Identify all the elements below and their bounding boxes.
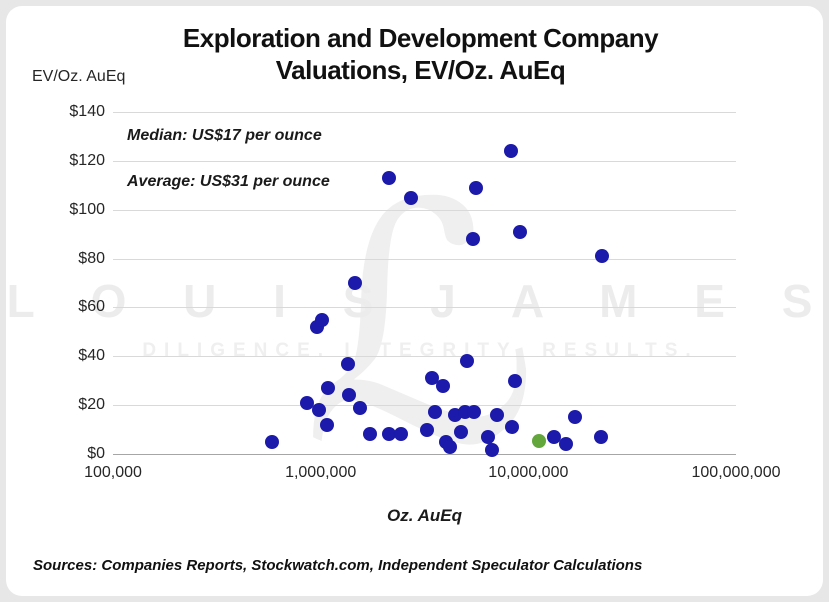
median-annotation: Median: US$17 per ounce <box>127 127 322 144</box>
x-tick-label: 100,000 <box>84 464 142 481</box>
chart-card: Exploration and Development Company Valu… <box>6 6 823 596</box>
data-point <box>567 410 582 425</box>
data-point <box>469 180 484 195</box>
data-point <box>443 439 458 454</box>
data-point <box>424 371 439 386</box>
chart-title-line1: Exploration and Development Company <box>182 23 659 53</box>
data-point <box>352 400 367 415</box>
data-point <box>436 378 451 393</box>
average-annotation: Average: US$31 per ounce <box>127 173 330 190</box>
data-point <box>419 422 434 437</box>
gridline <box>113 405 736 407</box>
data-point <box>454 425 469 439</box>
data-point <box>394 427 409 442</box>
gridline <box>113 307 736 309</box>
data-point <box>311 403 326 418</box>
gridline <box>113 209 736 211</box>
y-axis-tick-labels: $0 $20 $40 $60 $80 $100 $120 $140 <box>6 103 105 462</box>
data-point <box>319 417 334 432</box>
gridline <box>113 258 736 260</box>
chart-title: Exploration and Development Company Valu… <box>6 22 823 86</box>
data-point <box>381 427 396 442</box>
data-point <box>547 429 562 444</box>
y-tick-label: $140 <box>69 103 105 120</box>
data-point <box>465 232 480 247</box>
data-point <box>466 405 481 420</box>
source-note: Sources: Companies Reports, Stockwatch.c… <box>33 557 643 574</box>
gridline <box>113 112 736 113</box>
y-tick-label: $40 <box>78 347 105 365</box>
data-point <box>459 354 474 369</box>
data-point <box>594 429 609 444</box>
chart-title-line2: Valuations, EV/Oz. AuEq <box>275 55 566 85</box>
data-point <box>404 190 419 205</box>
x-tick-label: 10,000,000 <box>488 464 569 481</box>
data-point <box>595 249 610 264</box>
data-point <box>342 388 357 403</box>
data-point <box>300 395 315 410</box>
data-point <box>381 170 396 185</box>
gridline <box>113 160 736 162</box>
data-point <box>347 276 362 290</box>
data-point <box>508 373 523 388</box>
data-point <box>341 356 356 371</box>
data-point <box>504 144 519 159</box>
y-axis-unit-label: EV/Oz. AuEq <box>32 68 126 85</box>
data-point <box>264 434 279 449</box>
data-point <box>485 443 500 458</box>
data-point <box>512 224 527 239</box>
x-axis-line <box>113 454 736 455</box>
y-tick-label: $0 <box>87 445 105 462</box>
data-point <box>481 429 496 444</box>
y-tick-label: $100 <box>69 200 105 218</box>
x-axis-tick-labels: 100,000 1,000,000 10,000,000 100,000,000 <box>84 464 780 488</box>
data-point <box>427 405 442 420</box>
y-tick-label: $120 <box>69 151 105 169</box>
data-point <box>314 312 329 327</box>
data-point <box>504 420 519 435</box>
highlighted-data-point <box>531 433 546 448</box>
plot-area <box>113 112 736 458</box>
data-point <box>320 381 335 396</box>
data-point <box>559 437 574 452</box>
x-tick-label: 100,000,000 <box>691 464 781 481</box>
data-point <box>362 427 377 442</box>
gridline <box>113 356 736 358</box>
x-axis-title: Oz. AuEq <box>387 506 462 525</box>
data-point <box>489 407 504 422</box>
y-tick-label: $80 <box>78 249 105 267</box>
y-tick-label: $20 <box>78 396 105 414</box>
x-tick-label: 1,000,000 <box>285 464 357 481</box>
y-tick-label: $60 <box>78 298 105 316</box>
